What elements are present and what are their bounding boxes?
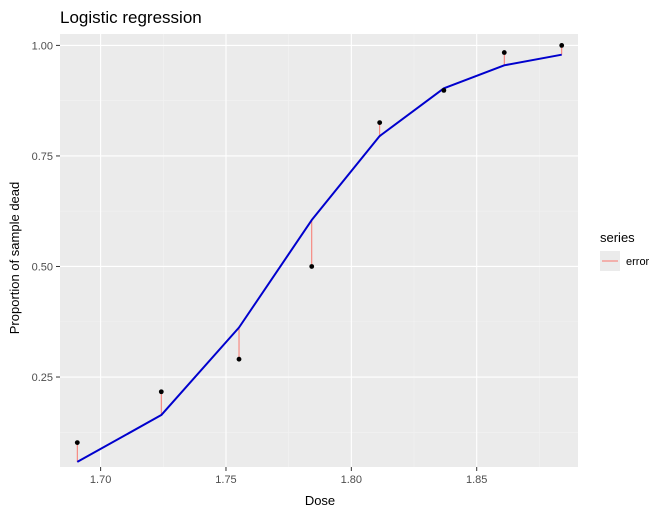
x-axis-ticks: 1.70 1.75 1.80 1.85 [90, 467, 487, 486]
observed-point [559, 43, 565, 48]
y-tick-label: 0.25 [32, 372, 53, 384]
observed-point [309, 264, 315, 269]
legend-title: series [600, 230, 635, 245]
y-tick-label: 1.00 [32, 40, 53, 52]
x-tick-label: 1.85 [466, 474, 487, 486]
y-axis-title: Proportion of sample dead [7, 182, 22, 334]
legend: series error [600, 230, 650, 271]
observed-point [74, 440, 80, 445]
x-axis-title: Dose [305, 493, 335, 508]
observed-point [441, 87, 447, 93]
grid-major [60, 34, 578, 467]
observed-point [158, 389, 164, 395]
observed-points [74, 43, 565, 445]
x-tick-label: 1.80 [341, 474, 362, 486]
y-axis-ticks: 0.25 0.50 0.75 1.00 [32, 40, 60, 384]
fitted-line [76, 53, 562, 463]
y-tick-label: 0.75 [32, 151, 53, 163]
observed-point [377, 120, 383, 126]
plot-panel [60, 34, 578, 467]
observed-point [501, 50, 507, 55]
legend-label-error: error [626, 256, 650, 268]
y-tick-label: 0.50 [32, 261, 53, 273]
x-tick-label: 1.70 [90, 474, 111, 486]
x-tick-label: 1.75 [215, 474, 236, 486]
observed-point [236, 356, 242, 362]
chart-title: Logistic regression [60, 8, 202, 27]
